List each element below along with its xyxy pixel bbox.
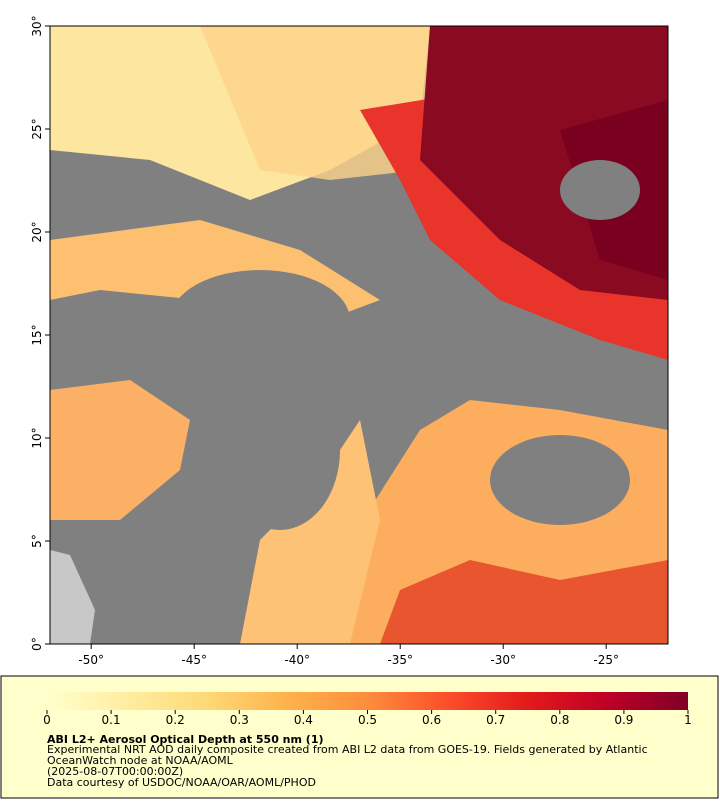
colorbar: 0 0.1 0.2 0.3 0.4 0.5 0.6 0.7 0.8 0.9 1 [43, 692, 692, 727]
axes: -50° -45° -40° -35° -30° -25° 0° 5° 10° 15° 20° 25°… [30, 15, 619, 667]
y-tick-label: 25° [30, 118, 44, 139]
x-tick-label: -25° [593, 653, 619, 667]
x-tick-label: -40° [284, 653, 310, 667]
colorbar-tick-label: 0.8 [550, 713, 569, 727]
x-tick-label: -30° [490, 653, 516, 667]
caption-line: OceanWatch node at NOAA/AOML [47, 754, 234, 767]
x-tick-label: -45° [181, 653, 207, 667]
colorbar-tick-label: 0.3 [230, 713, 249, 727]
colorbar-tick-label: 0.7 [486, 713, 505, 727]
colorbar-ramp [47, 692, 688, 710]
x-tick-label: -35° [387, 653, 413, 667]
y-tick-label: 15° [30, 324, 44, 345]
colorbar-tick-label: 0.2 [166, 713, 185, 727]
caption-line: Experimental NRT AOD daily composite cre… [47, 743, 648, 756]
y-tick-label: 10° [30, 427, 44, 448]
caption-line: Data courtesy of USDOC/NOAA/OAR/AOML/PHO… [47, 776, 316, 789]
colorbar-tick-label: 0 [43, 713, 51, 727]
map-image [50, 26, 668, 644]
x-tick-label: -50° [78, 653, 104, 667]
caption-title: ABI L2+ Aerosol Optical Depth at 550 nm … [47, 733, 324, 746]
y-tick-label: 30° [30, 15, 44, 36]
colorbar-tick-label: 0.4 [294, 713, 313, 727]
y-tick-label: 20° [30, 221, 44, 242]
y-tick-label: 5° [30, 534, 44, 548]
y-tick-label: 0° [30, 637, 44, 651]
colorbar-tick-label: 0.9 [614, 713, 633, 727]
colorbar-tick-label: 1 [684, 713, 692, 727]
colorbar-tick-label: 0.5 [358, 713, 377, 727]
colorbar-tick-label: 0.1 [102, 713, 121, 727]
caption-line: (2025-08-07T00:00:00Z) [47, 765, 183, 778]
colorbar-tick-label: 0.6 [422, 713, 441, 727]
